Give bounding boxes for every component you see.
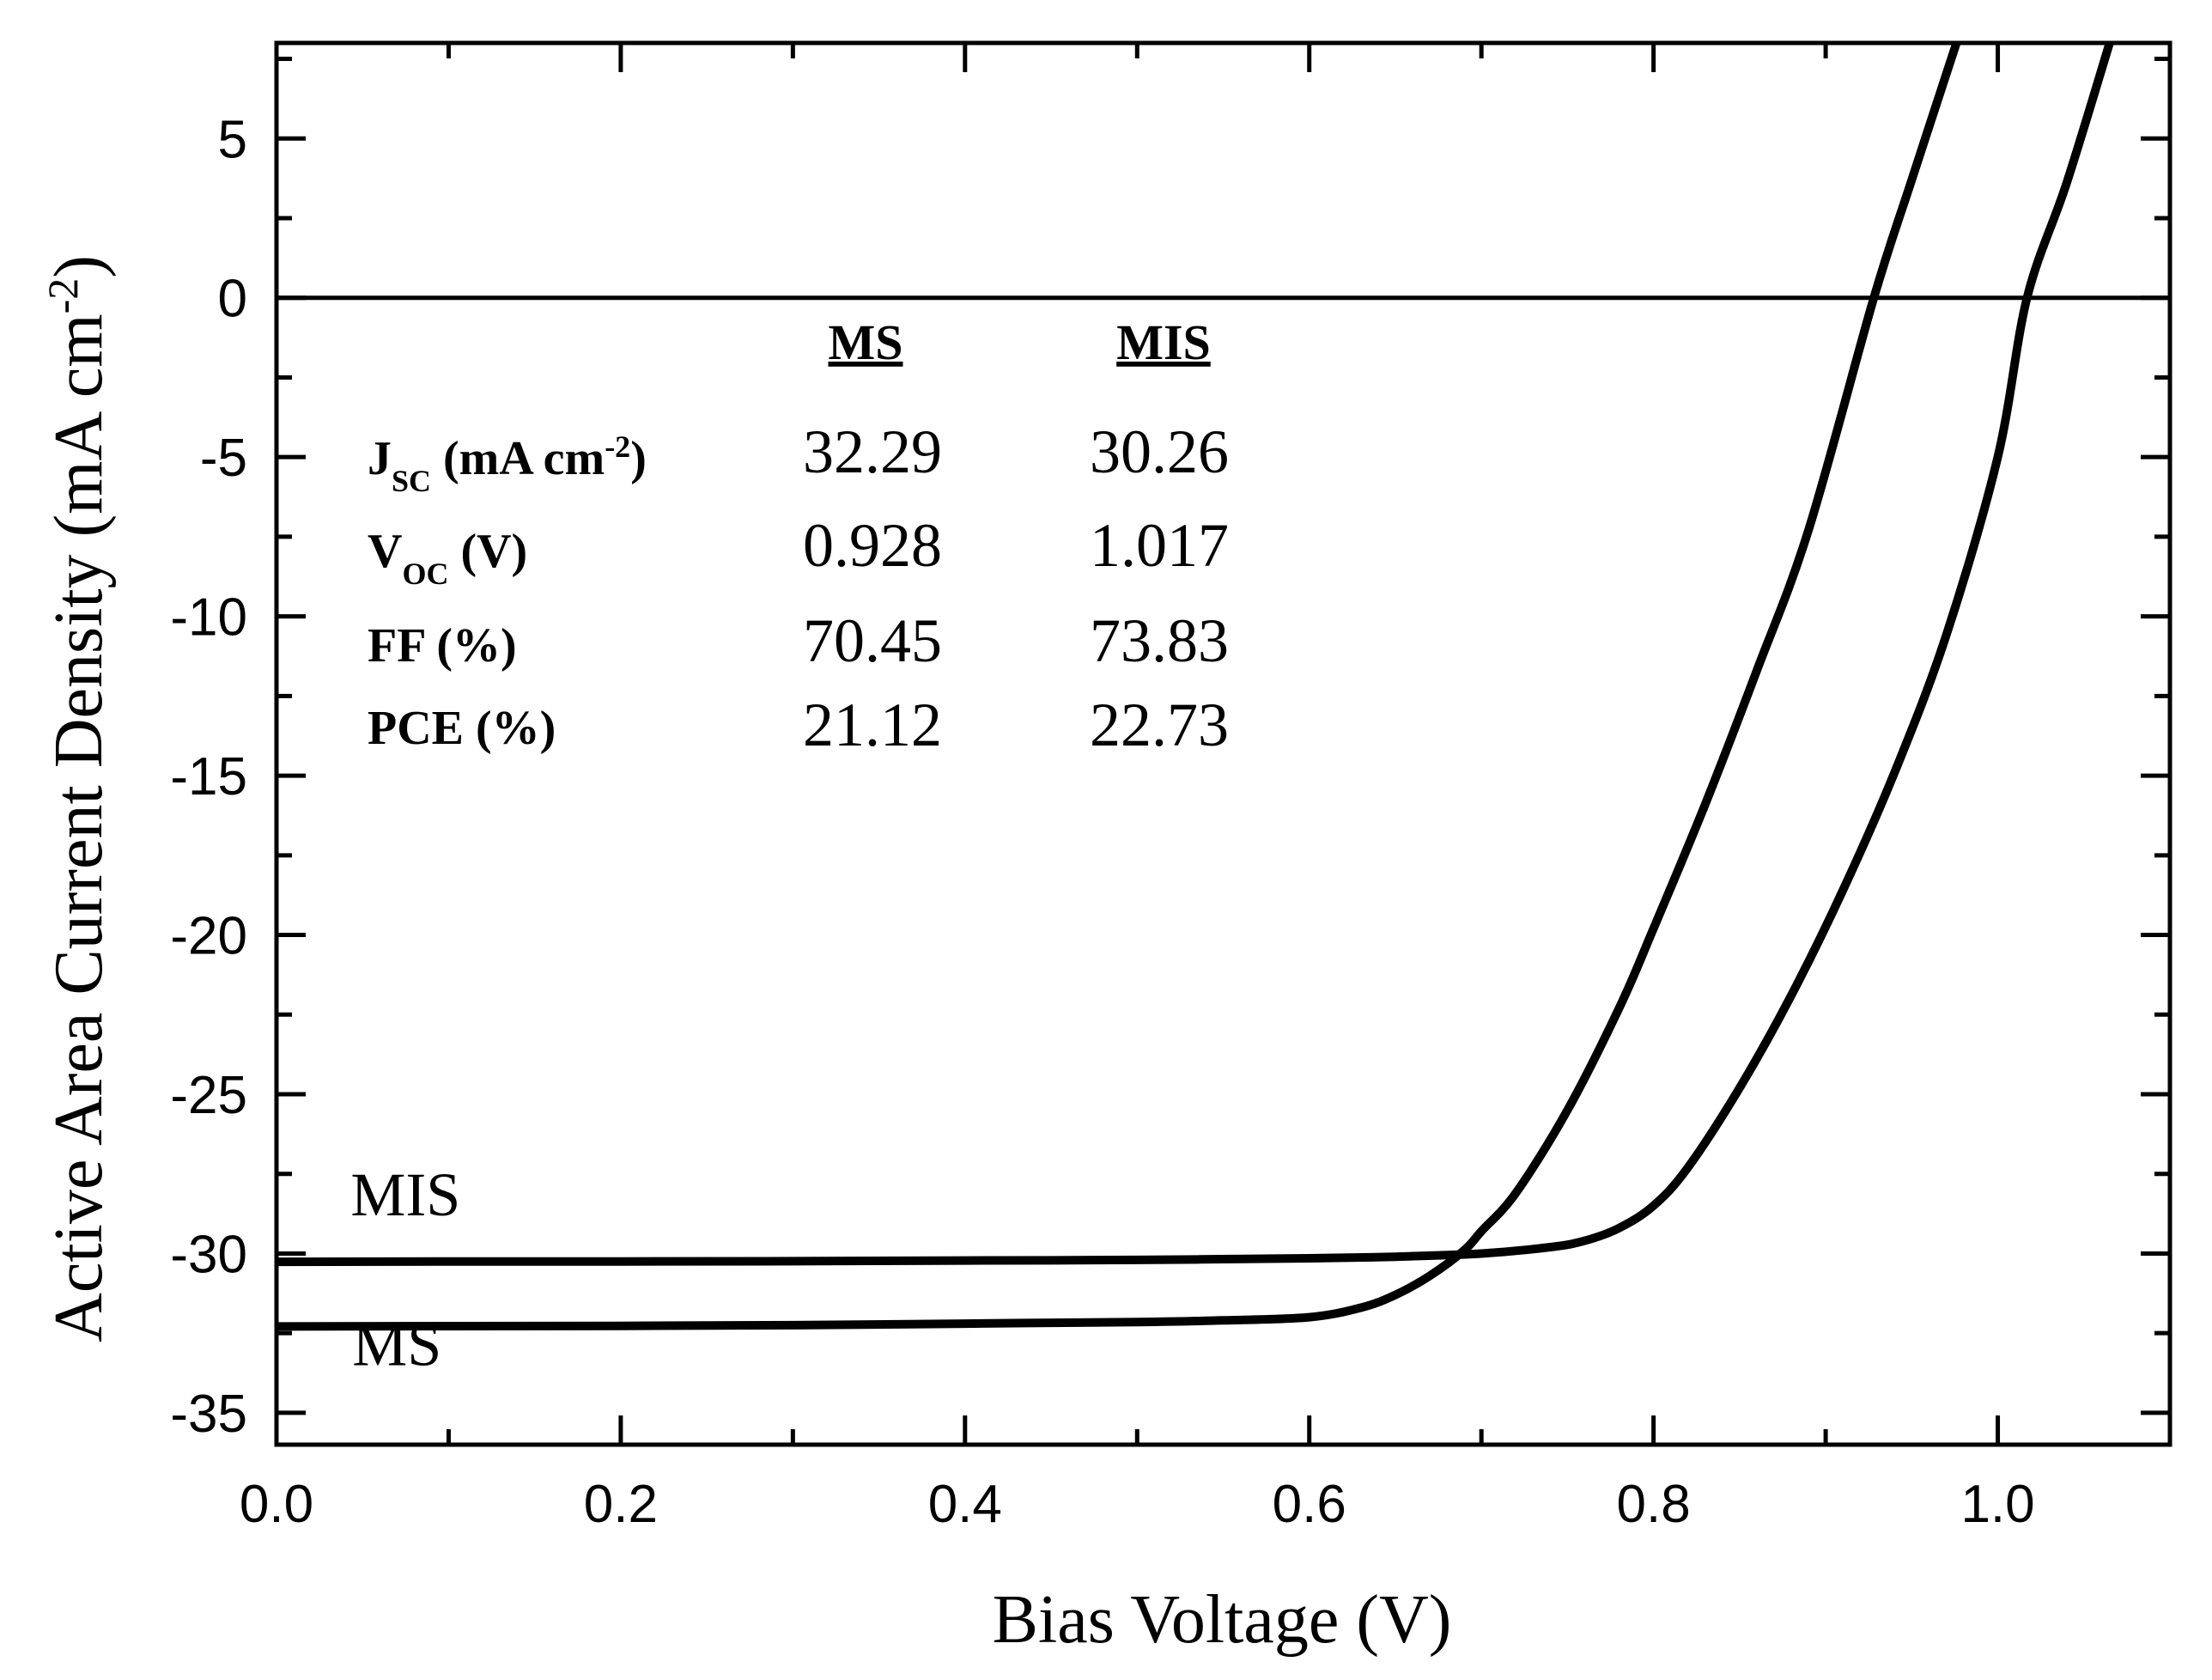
table-row-label-voc: VOC (V) bbox=[368, 525, 527, 591]
table-value-voc-ms: 0.928 bbox=[803, 511, 942, 580]
x-tick-label: 0.0 bbox=[240, 1475, 313, 1534]
table-row-label-pce: PCE (%) bbox=[368, 702, 556, 755]
y-tick-label: 5 bbox=[218, 110, 247, 169]
jsc-unit-sup: -2 bbox=[605, 429, 630, 464]
y-tick-label: -5 bbox=[200, 429, 247, 488]
table-header-ms: MS bbox=[829, 314, 903, 370]
jsc-symbol: J bbox=[368, 432, 392, 485]
series-line-ms bbox=[276, 41, 1961, 1331]
series-group: MIS MS bbox=[276, 41, 2170, 1379]
x-tick-label: 0.8 bbox=[1617, 1475, 1691, 1534]
x-tick-label: 0.2 bbox=[584, 1475, 658, 1534]
x-tick-label: 0.6 bbox=[1273, 1475, 1346, 1534]
table-value-jsc-mis: 30.26 bbox=[1090, 417, 1229, 486]
table-header-mis: MIS bbox=[1116, 314, 1211, 370]
table-row-label-ff: FF (%) bbox=[368, 619, 517, 673]
jsc-unit: (mA cm bbox=[431, 432, 605, 485]
voc-unit: (V) bbox=[448, 525, 527, 578]
jsc-unit-close: ) bbox=[630, 432, 647, 485]
y-tick-label: -35 bbox=[170, 1385, 247, 1444]
x-tick-label: 0.4 bbox=[928, 1475, 1002, 1534]
y-axis-title-main: Active Area Current Density (mA cm bbox=[41, 313, 117, 1342]
x-axis-title: Bias Voltage (V) bbox=[993, 1582, 1452, 1658]
voc-symbol: V bbox=[368, 525, 402, 578]
x-tick-label: 1.0 bbox=[1960, 1475, 2034, 1534]
table-value-voc-mis: 1.017 bbox=[1090, 511, 1229, 580]
y-tick-label: -20 bbox=[170, 907, 247, 966]
y-tick-label: -15 bbox=[170, 747, 247, 807]
y-axis-title-sup: -2 bbox=[39, 278, 87, 314]
plot-frame bbox=[274, 40, 2172, 1447]
jsc-subscript: SC bbox=[392, 464, 431, 498]
axes-ticks: 0.0 0.2 0.4 0.6 0.8 1.0 5 0 -5 -10 -15 -20 -25 -30 -35 bbox=[170, 43, 2172, 1534]
y-tick-label: -30 bbox=[170, 1225, 247, 1284]
series-label-ms: MS bbox=[352, 1310, 441, 1379]
table-value-pce-mis: 22.73 bbox=[1090, 691, 1229, 759]
parameter-table: MS MIS JSC (mA cm-2) 32.29 30.26 VOC (V)… bbox=[368, 314, 1229, 759]
table-value-jsc-ms: 32.29 bbox=[803, 417, 942, 486]
table-value-ff-ms: 70.45 bbox=[803, 606, 942, 675]
y-axis-title: Active Area Current Density (mA cm-2) bbox=[39, 255, 117, 1342]
table-value-ff-mis: 73.83 bbox=[1090, 606, 1229, 675]
y-tick-label: -10 bbox=[170, 588, 247, 648]
series-label-mis: MIS bbox=[350, 1160, 460, 1229]
y-axis-title-close: ) bbox=[41, 255, 117, 278]
y-tick-label: 0 bbox=[218, 270, 247, 329]
table-row-label-jsc: JSC (mA cm-2) bbox=[368, 429, 647, 498]
series-line-mis bbox=[276, 41, 2114, 1267]
table-value-pce-ms: 21.12 bbox=[803, 691, 942, 759]
y-tick-label: -25 bbox=[170, 1066, 247, 1125]
voc-subscript: OC bbox=[402, 557, 448, 591]
